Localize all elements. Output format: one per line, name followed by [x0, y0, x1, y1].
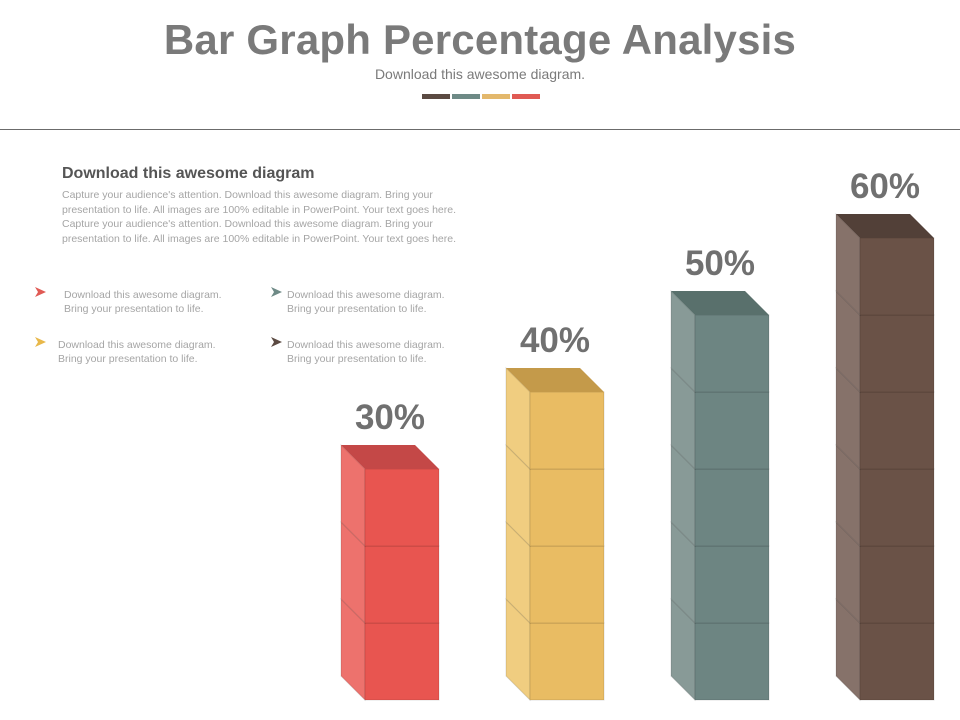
bar-value-label: 30%: [355, 398, 425, 437]
bar-cube-front: [694, 545, 770, 624]
bar-cube-front: [364, 622, 440, 701]
bar-cube-front: [694, 314, 770, 393]
bar-cube-front: [859, 622, 935, 701]
bar-cube-front: [694, 391, 770, 470]
arrow-icon: [271, 287, 282, 297]
arrow-icon: [35, 287, 46, 297]
arrow-icon: [35, 337, 46, 347]
color-swatch-2: [452, 94, 480, 99]
bar-top-face: [341, 445, 439, 469]
bar-cube-front: [529, 391, 605, 470]
arrow-icon: [271, 337, 282, 347]
color-swatch-3: [482, 94, 510, 99]
bar-cube-front: [694, 468, 770, 547]
bullet-line-2: Bring your presentation to life.: [287, 353, 427, 365]
color-swatch-4: [512, 94, 540, 99]
bar-value-label: 50%: [685, 244, 755, 283]
bullet-line-1: Download this awesome diagram.: [64, 289, 222, 301]
bullet-line-1: Download this awesome diagram.: [287, 339, 445, 351]
bar-value-label: 60%: [850, 167, 920, 206]
bar-cube-front: [859, 314, 935, 393]
bar-cube-front: [529, 545, 605, 624]
bar-top-face: [506, 368, 604, 392]
bar-cube-front: [859, 237, 935, 316]
bar-cube-front: [859, 545, 935, 624]
bar-value-label: 40%: [520, 321, 590, 360]
bar-cube-front: [529, 622, 605, 701]
color-swatch-1: [422, 94, 450, 99]
bar-cube-front: [859, 468, 935, 547]
bar-top-face: [671, 291, 769, 315]
bullet-line-2: Bring your presentation to life.: [287, 303, 427, 315]
bar-cube-front: [364, 468, 440, 547]
bar-cube-front: [859, 391, 935, 470]
bar-cube-front: [529, 468, 605, 547]
bar-cube-front: [364, 545, 440, 624]
bullet-line-1: Download this awesome diagram.: [287, 289, 445, 301]
header-divider: [0, 129, 960, 130]
page-title: Bar Graph Percentage Analysis: [163, 16, 797, 63]
page-subtitle: Download this awesome diagram.: [374, 66, 586, 82]
bullet-line-1: Download this awesome diagram.: [58, 339, 216, 351]
text-body: Capture your audience's attention. Downl…: [62, 189, 456, 245]
text-heading: Download this awesome diagram: [62, 165, 315, 182]
bullet-line-2: Bring your presentation to life.: [58, 353, 198, 365]
bar-top-face: [836, 214, 934, 238]
bullet-line-2: Bring your presentation to life.: [64, 303, 204, 315]
bar-cube-front: [694, 622, 770, 701]
